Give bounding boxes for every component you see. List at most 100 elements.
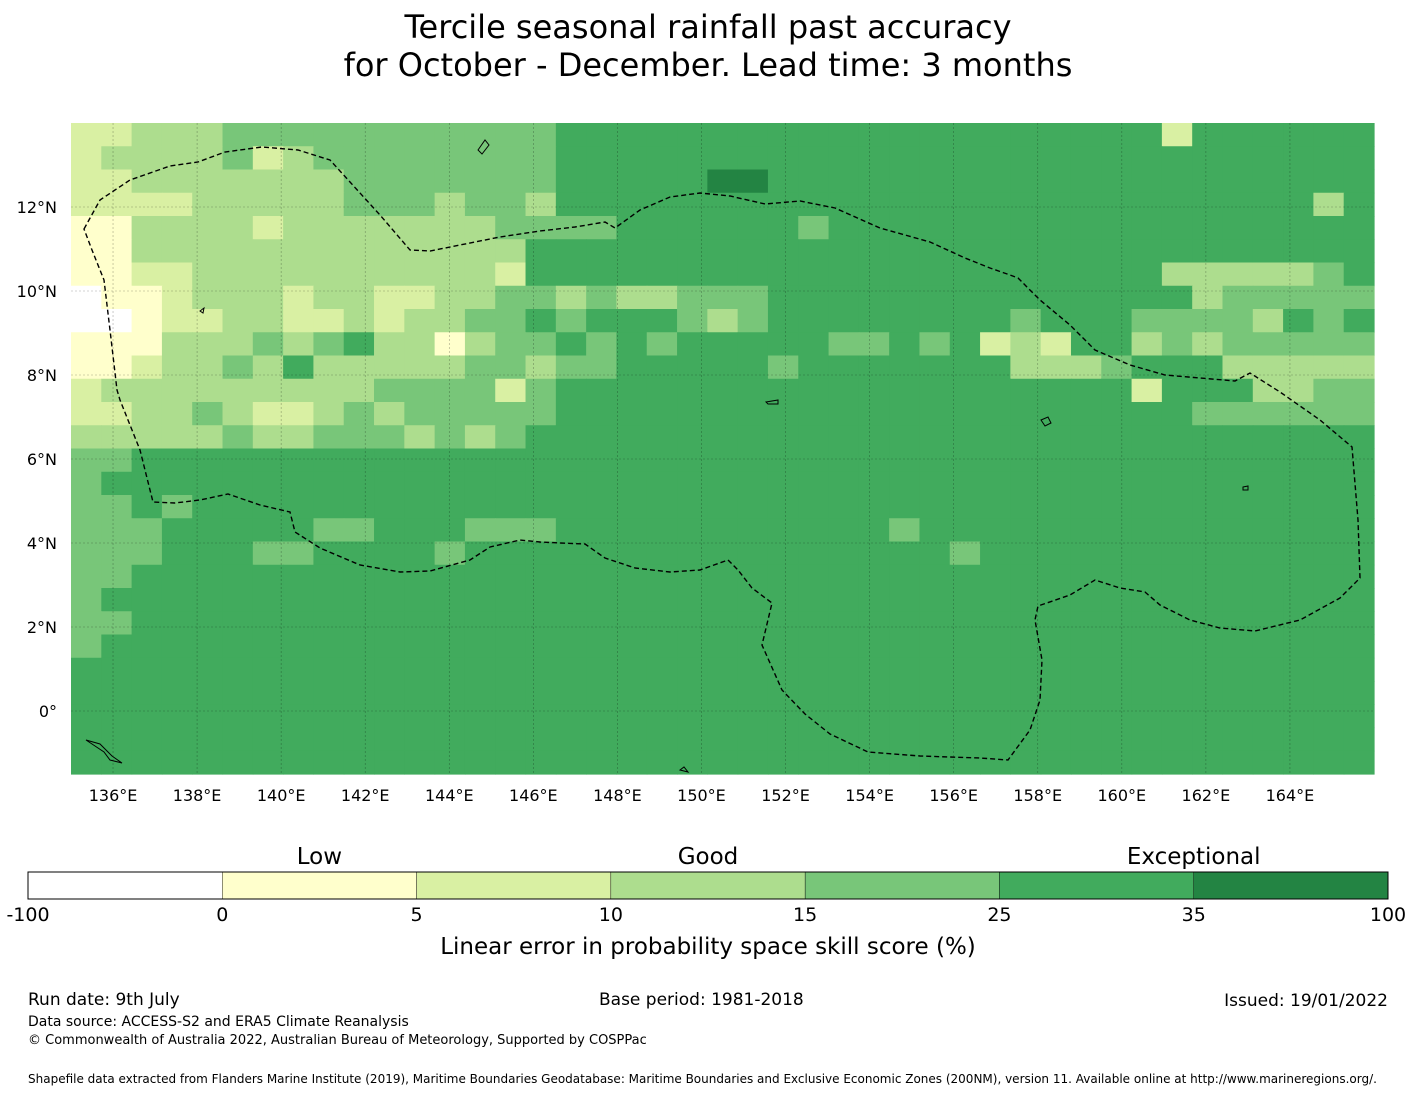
grid-cell — [1161, 588, 1193, 612]
grid-cell — [555, 448, 587, 473]
grid-cell — [1192, 611, 1224, 636]
grid-cell — [919, 378, 951, 403]
grid-cell — [980, 634, 1011, 659]
grid-cell — [1283, 681, 1314, 705]
grid-cell — [737, 169, 769, 194]
grid-cell — [586, 704, 618, 729]
grid-cell — [646, 727, 678, 752]
grid-cell — [858, 518, 890, 543]
grid-cell — [1010, 681, 1042, 705]
grid-cell — [1343, 471, 1375, 496]
kosrae-outline — [1242, 485, 1249, 491]
grid-cell — [101, 681, 133, 705]
grid-cell — [858, 192, 890, 217]
grid-cell — [1070, 495, 1102, 519]
grid-cell — [252, 657, 284, 682]
grid-cell — [1101, 262, 1133, 287]
grid-cell — [495, 634, 527, 659]
grid-cell — [101, 169, 133, 194]
grid-cell — [374, 657, 405, 682]
grid-cell — [555, 704, 587, 729]
grid-cell — [919, 169, 951, 194]
grid-cell — [1343, 611, 1375, 636]
grid-cell — [646, 564, 678, 589]
grid-cell — [434, 564, 466, 589]
grid-cell — [343, 378, 375, 403]
grid-cell — [283, 657, 315, 682]
grid-cell — [1040, 309, 1072, 333]
grid-cell — [555, 192, 587, 217]
grid-cell — [101, 471, 133, 496]
grid-cell — [464, 425, 496, 450]
grid-cell — [252, 262, 284, 287]
grid-cell — [798, 541, 830, 566]
grid-cell — [495, 518, 527, 543]
grid-cell — [71, 285, 102, 310]
grid-cell — [767, 216, 799, 240]
grid-cell — [101, 123, 133, 147]
grid-cell — [677, 309, 708, 333]
grid-cell — [707, 309, 739, 333]
grid-cell — [1222, 704, 1254, 729]
grid-cell — [374, 611, 405, 636]
grid-cell — [313, 564, 345, 589]
grid-cell — [434, 611, 466, 636]
grid-cell — [677, 611, 708, 636]
grid-cell — [434, 216, 466, 240]
grid-cell — [222, 332, 254, 357]
grid-cell — [798, 727, 830, 752]
grid-cell — [1161, 123, 1193, 147]
grid-cell — [525, 518, 557, 543]
grid-cell — [525, 471, 557, 496]
grid-cell — [1070, 332, 1102, 357]
grid-cell — [677, 588, 708, 612]
grid-cell — [798, 355, 830, 380]
grid-cell — [404, 402, 436, 426]
grid-cell — [1161, 192, 1193, 217]
grid-cell — [525, 750, 557, 775]
grid-cell — [101, 495, 133, 519]
grid-cell — [131, 146, 163, 171]
grid-cell — [161, 262, 193, 287]
grid-cell — [737, 611, 769, 636]
pohnpei-outline — [1040, 416, 1052, 427]
grid-cell — [404, 704, 436, 729]
grid-cell — [1040, 146, 1072, 171]
grid-cell — [677, 750, 708, 775]
grid-cell — [1131, 146, 1163, 171]
eez-boundary — [83, 146, 1361, 761]
grid-cell — [1192, 123, 1224, 147]
grid-cell — [343, 309, 375, 333]
grid-cell — [949, 355, 981, 380]
grid-cell — [949, 681, 981, 705]
grid-cell — [1283, 704, 1314, 729]
grid-cell — [828, 262, 860, 287]
grid-cell — [798, 704, 830, 729]
grid-cell — [313, 192, 345, 217]
colorbar-category-label: Good — [678, 844, 739, 870]
grid-cell — [71, 332, 102, 357]
grid-cell — [646, 657, 678, 682]
grid-cell — [646, 750, 678, 775]
grid-cell — [949, 704, 981, 729]
grid-cell — [161, 704, 193, 729]
grid-cell — [313, 239, 345, 264]
grid-cell — [949, 657, 981, 682]
grid-cell — [434, 402, 466, 426]
colorbar-swatch — [416, 871, 612, 900]
grid-cell — [464, 216, 496, 240]
colorbar-tick-label: 15 — [793, 904, 817, 926]
grid-cell — [1313, 681, 1345, 705]
grid-cell — [1040, 727, 1072, 752]
grid-cell — [434, 425, 466, 450]
grid-cell — [1222, 657, 1254, 682]
grid-cell — [464, 239, 496, 264]
grid-cell — [949, 448, 981, 473]
grid-cell — [495, 285, 527, 310]
grid-cell — [222, 355, 254, 380]
grid-cell — [1222, 634, 1254, 659]
grid-cell — [192, 750, 224, 775]
grid-cell — [980, 704, 1011, 729]
longitude-tick-label: 144°E — [425, 786, 474, 805]
grid-cell — [222, 518, 254, 543]
